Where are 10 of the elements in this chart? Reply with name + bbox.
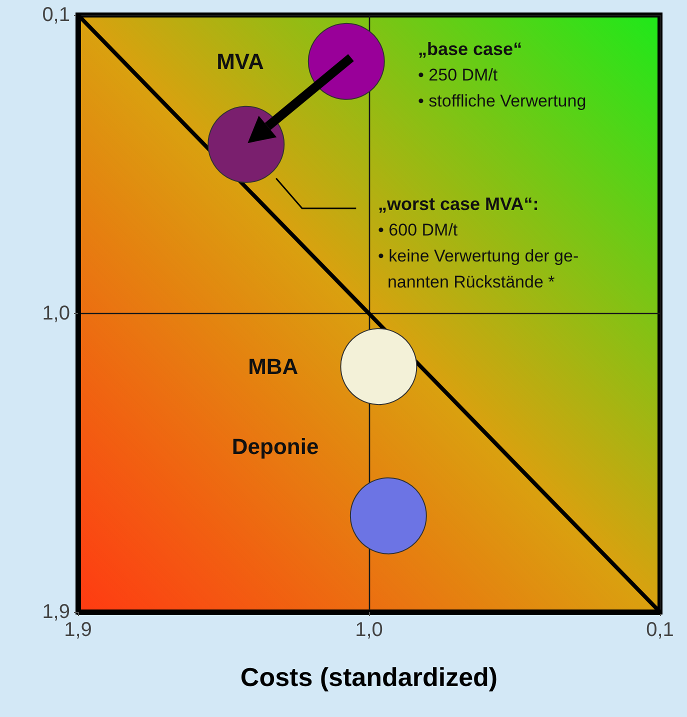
y-tick-label: 0,1 xyxy=(42,4,70,26)
x-axis-title: Costs (standardized) xyxy=(240,662,498,692)
x-tick-label: 0,1 xyxy=(646,619,674,641)
annotation: „worst case MVA“: • 600 DM/t • keine Verwertung der ge- nannten Rückstände * xyxy=(378,194,579,292)
annotation: „base case“ • 250 DM/t • stoffliche Verwertung xyxy=(418,39,586,110)
y-tick-label: 1,0 xyxy=(42,302,70,324)
text: Deponie xyxy=(232,434,319,459)
series-label: MBA xyxy=(248,354,298,380)
series-label: MVA xyxy=(216,48,264,74)
x-tick-label: 1,0 xyxy=(355,619,383,641)
